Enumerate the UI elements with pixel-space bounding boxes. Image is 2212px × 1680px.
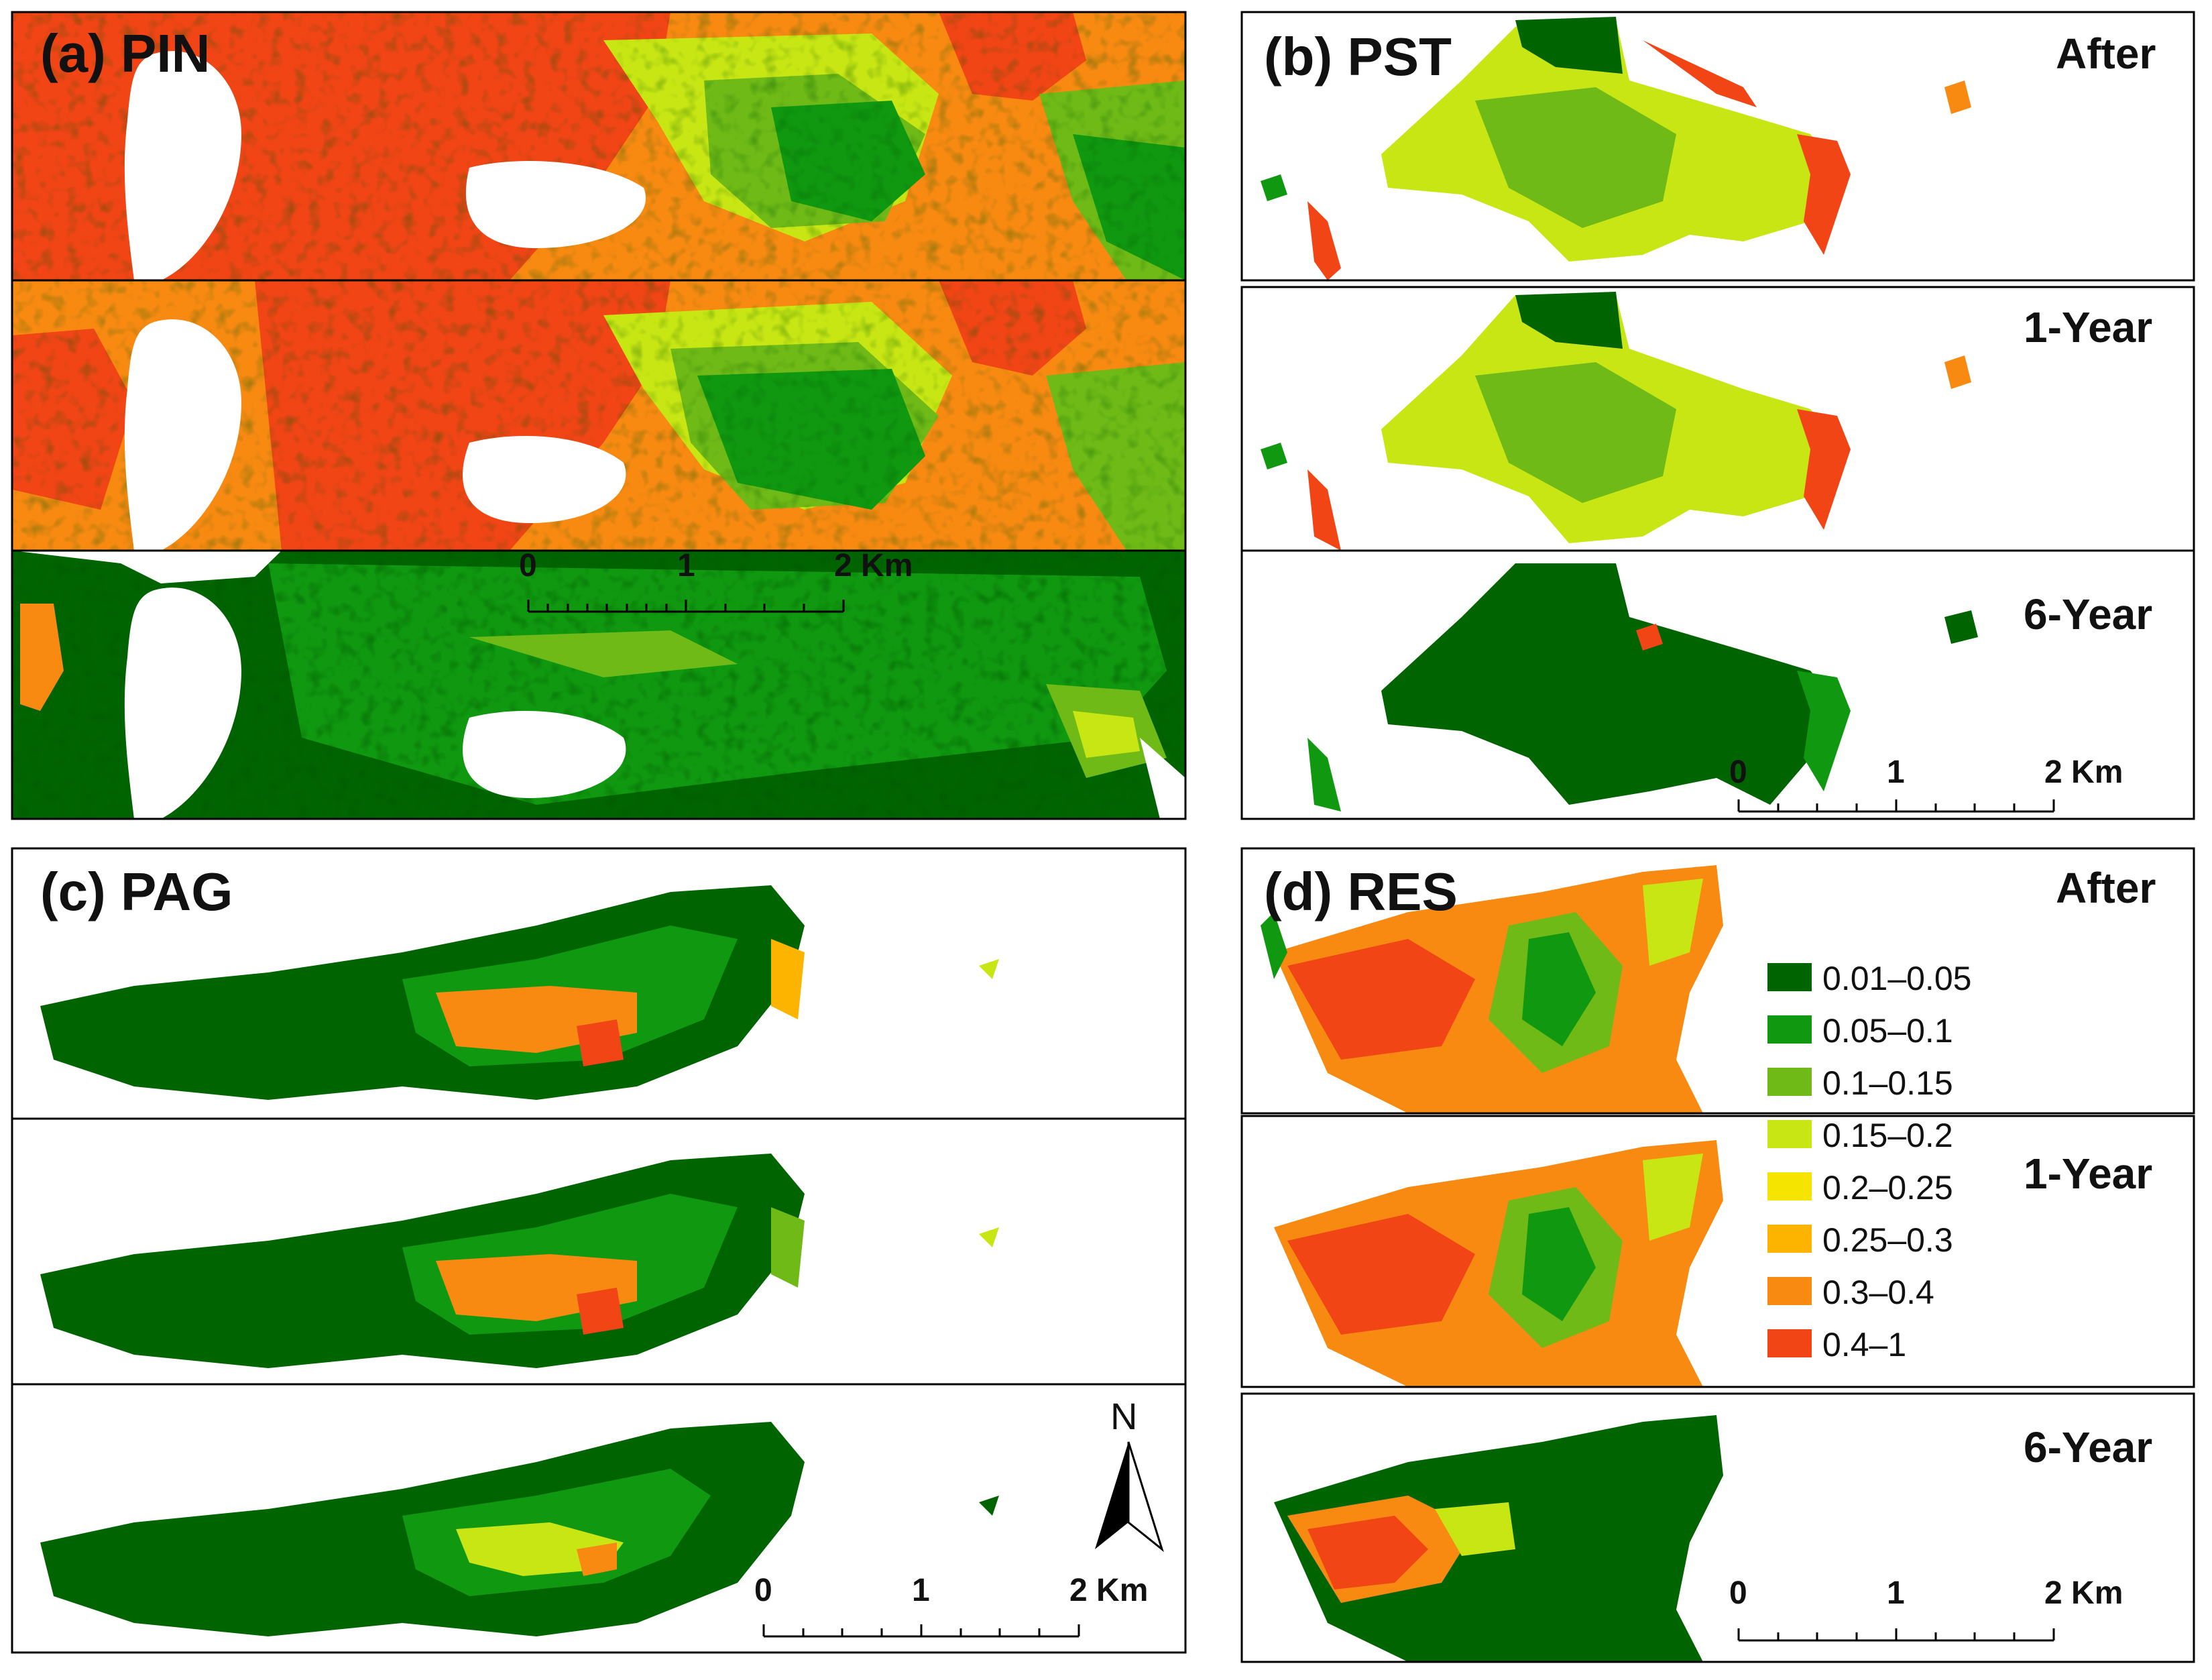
pag-after-map	[12, 848, 1185, 1119]
res-6year-label: 6-Year	[2024, 1423, 2153, 1471]
scale-a-one: 1	[677, 548, 695, 583]
scale-b-zero: 0	[1729, 754, 1747, 790]
north-arrow	[1095, 1441, 1164, 1553]
pst-6year-map	[1242, 551, 2194, 819]
panel-d-label: (d) RES	[1264, 862, 1458, 921]
res-after-map	[1242, 848, 2194, 1113]
legend-label: 0.05–0.1	[1822, 1012, 1953, 1050]
pin-6year-map	[12, 551, 1185, 819]
pag-1year-map	[12, 1119, 1185, 1384]
res-after-label: After	[2056, 864, 2156, 912]
legend-swatches	[1767, 963, 1812, 1357]
pst-6year-label: 6-Year	[2024, 590, 2153, 638]
scale-bar-a	[527, 600, 845, 613]
res-1year-map	[1242, 1116, 2194, 1387]
legend-swatch	[1767, 963, 1812, 991]
legend-label: 0.2–0.25	[1822, 1169, 1953, 1207]
scale-bar-b	[1737, 799, 2055, 813]
legend-swatch	[1767, 1068, 1812, 1096]
legend-swatch	[1767, 1120, 1812, 1148]
panel-c-pag	[11, 847, 1187, 1654]
scale-d-two: 2 Km	[2044, 1575, 2123, 1611]
panel-a-pin	[11, 11, 1187, 820]
pst-after-map	[1242, 12, 2194, 280]
legend-label: 0.4–1	[1822, 1326, 1907, 1363]
pin-1year-map	[12, 280, 1185, 551]
legend-swatch	[1767, 1329, 1812, 1357]
legend-swatch	[1767, 1172, 1812, 1200]
north-letter: N	[1110, 1395, 1138, 1437]
legend-label: 0.1–0.15	[1822, 1064, 1953, 1102]
scale-bar-c	[762, 1624, 1080, 1638]
panel-b-label: (b) PST	[1264, 27, 1452, 87]
legend-swatch	[1767, 1225, 1812, 1253]
pst-1year-label: 1-Year	[2024, 303, 2153, 351]
panel-c-label: (c) PAG	[40, 862, 233, 921]
pin-after-map	[12, 12, 1185, 280]
pst-after-label: After	[2056, 30, 2156, 78]
legend-label: 0.01–0.05	[1822, 960, 1972, 997]
legend-swatch	[1767, 1015, 1812, 1044]
scale-d-one: 1	[1887, 1575, 1905, 1611]
scale-b-two: 2 Km	[2044, 754, 2123, 790]
scale-c-zero: 0	[754, 1573, 772, 1608]
scale-c-one: 1	[912, 1573, 930, 1608]
legend-label: 0.25–0.3	[1822, 1221, 1953, 1259]
pst-1year-map	[1242, 287, 2194, 551]
scale-c-two: 2 Km	[1069, 1573, 1149, 1608]
res-1year-label: 1-Year	[2024, 1150, 2153, 1198]
panel-b-pst	[1240, 11, 2195, 820]
legend-label: 0.15–0.2	[1822, 1117, 1953, 1154]
panel-a-label: (a) PIN	[40, 23, 211, 83]
pag-6year-map	[12, 1384, 1185, 1653]
scale-bar-d	[1737, 1628, 2055, 1642]
panel-d-res	[1240, 847, 2195, 1663]
scale-a-zero: 0	[519, 548, 537, 583]
legend-label: 0.3–0.4	[1822, 1274, 1934, 1311]
scale-b-one: 1	[1887, 754, 1905, 790]
res-6year-map	[1242, 1394, 2194, 1662]
legend-swatch	[1767, 1277, 1812, 1305]
scale-a-two: 2 Km	[834, 548, 913, 583]
scale-d-zero: 0	[1729, 1575, 1747, 1611]
